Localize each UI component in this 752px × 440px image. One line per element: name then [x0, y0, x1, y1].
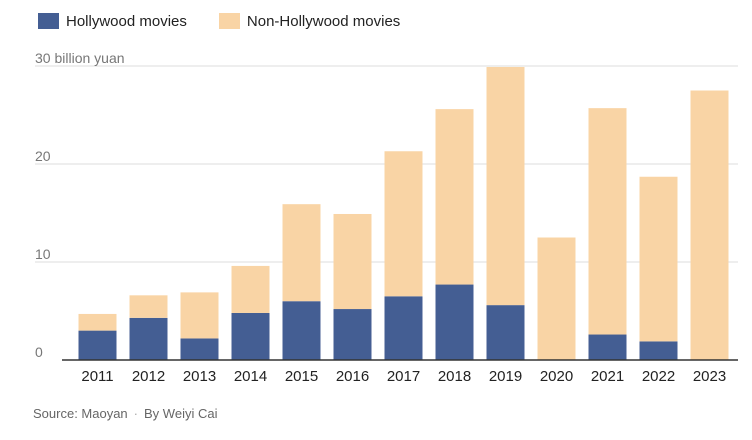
- y-tick-label-30: 30 billion yuan: [35, 50, 125, 66]
- x-axis: 2011 2012 2013 2014 2015 2016 2017 2018 2019 2020…: [62, 359, 738, 385]
- bar-hollywood-2018: [435, 284, 474, 360]
- legend-label-hollywood: Hollywood movies: [66, 12, 187, 30]
- bar-non-hollywood-2021: [588, 108, 627, 335]
- x-tick-label-2022: 2022: [642, 368, 675, 385]
- x-tick-label-2019: 2019: [489, 368, 522, 385]
- x-tick-label-2012: 2012: [132, 368, 165, 385]
- x-tick-label-2016: 2016: [336, 368, 369, 385]
- bar-hollywood-2012: [129, 317, 168, 360]
- x-tick-label-2014: 2014: [234, 368, 267, 385]
- legend-item-non-hollywood: Non-Hollywood movies: [218, 12, 401, 30]
- bar-non-hollywood-2020: [537, 237, 576, 360]
- bar-non-hollywood-2014: [231, 265, 270, 313]
- bar-hollywood-2019: [486, 305, 525, 360]
- bar-non-hollywood-2012: [129, 295, 168, 318]
- author-byline: By Weiyi Cai: [144, 406, 218, 421]
- bar-hollywood-2017: [384, 296, 423, 360]
- y-tick-label-20: 20: [35, 148, 51, 164]
- bar-hollywood-2022: [639, 341, 678, 360]
- x-tick-label-2018: 2018: [438, 368, 471, 385]
- bar-hollywood-2014: [231, 312, 270, 360]
- bar-non-hollywood-2013: [180, 292, 219, 339]
- x-tick-label-2017: 2017: [387, 368, 420, 385]
- bar-non-hollywood-2017: [384, 151, 423, 297]
- y-tick-label-10: 10: [35, 246, 51, 262]
- x-tick-label-2013: 2013: [183, 368, 216, 385]
- source-credit: Source: Maoyan: [33, 406, 128, 421]
- bar-non-hollywood-2015: [282, 204, 321, 302]
- footer-separator: ·: [133, 406, 139, 421]
- bar-non-hollywood-2018: [435, 109, 474, 285]
- chart-source-line: Source: Maoyan · By Weiyi Cai: [33, 406, 217, 421]
- bar-non-hollywood-2019: [486, 66, 525, 306]
- y-tick-label-0: 0: [35, 344, 43, 360]
- bar-hollywood-2016: [333, 309, 372, 360]
- legend-item-hollywood: Hollywood movies: [38, 13, 187, 30]
- x-tick-label-2011: 2011: [81, 368, 113, 385]
- bars: [78, 66, 729, 360]
- bar-hollywood-2021: [588, 334, 627, 360]
- x-tick-label-2015: 2015: [285, 368, 318, 385]
- legend-label-non-hollywood: Non-Hollywood movies: [246, 12, 401, 30]
- x-tick-label-2021: 2021: [591, 368, 624, 385]
- bar-non-hollywood-2023: [690, 90, 729, 360]
- chart-legend: Hollywood movies Non-Hollywood movies: [38, 11, 432, 31]
- bar-non-hollywood-2016: [333, 213, 372, 310]
- bar-hollywood-2015: [282, 301, 321, 360]
- x-tick-label-2023: 2023: [693, 368, 726, 385]
- x-tick-label-2020: 2020: [540, 368, 573, 385]
- legend-swatch-non-hollywood: [218, 13, 240, 29]
- bar-hollywood-2013: [180, 338, 219, 360]
- bar-non-hollywood-2022: [639, 176, 678, 342]
- bar-hollywood-2011: [78, 330, 117, 360]
- legend-swatch-hollywood: [38, 13, 59, 29]
- bar-non-hollywood-2011: [78, 313, 117, 331]
